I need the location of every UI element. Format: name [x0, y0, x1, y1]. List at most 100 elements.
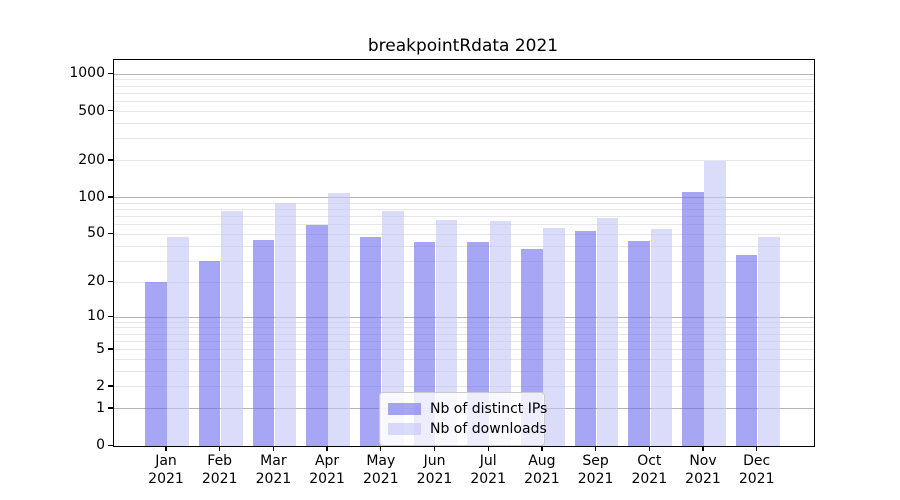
gridline-minor-500 — [114, 111, 814, 113]
x-tick-label-sep: Sep 2021 — [577, 453, 614, 487]
y-tick-label-1: 1 — [96, 399, 105, 416]
gridline-major-1000 — [114, 73, 814, 75]
bar-downloads-may — [382, 210, 404, 446]
bar-downloads-dec — [758, 236, 780, 446]
x-tick-sep — [594, 446, 597, 451]
x-tick-jun — [433, 446, 436, 451]
gridline-minor-800 — [114, 85, 814, 87]
gridline-minor-90 — [114, 202, 814, 204]
bar-ips-mar — [252, 240, 275, 446]
gridline-minor-50 — [114, 233, 814, 235]
y-tick-10 — [108, 315, 113, 317]
chart-title: breakpointRdata 2021 — [367, 36, 559, 56]
gridline-minor-300 — [114, 138, 814, 140]
y-tick-label-5: 5 — [96, 340, 105, 357]
gridline-minor-60 — [114, 224, 814, 226]
x-tick-label-aug: Aug 2021 — [524, 453, 560, 487]
y-tick-200 — [108, 159, 113, 161]
bar-ips-jan — [145, 282, 167, 446]
y-tick-label-20: 20 — [87, 273, 105, 290]
y-tick-50 — [108, 232, 113, 235]
bar-downloads-jan — [167, 236, 189, 446]
x-tick-label-dec: Dec 2021 — [738, 453, 775, 487]
y-tick-5 — [108, 348, 113, 350]
gridline-minor-40 — [114, 245, 814, 247]
y-tick-1 — [108, 407, 113, 409]
gridline-minor-200 — [114, 160, 814, 162]
gridline-minor-80 — [114, 209, 814, 211]
x-tick-aug — [541, 446, 543, 451]
x-tick-label-mar: Mar 2021 — [255, 453, 292, 487]
x-tick-oct — [648, 446, 650, 451]
x-tick-label-feb: Feb 2021 — [201, 453, 238, 487]
bar-ips-apr — [306, 224, 328, 446]
bar-downloads-nov — [704, 160, 726, 446]
bar-ips-oct — [628, 241, 650, 446]
bar-downloads-apr — [328, 192, 350, 446]
x-tick-dec — [756, 446, 758, 451]
y-tick-label-200: 200 — [78, 151, 105, 168]
x-tick-jan — [165, 446, 167, 451]
bar-downloads-sep — [596, 218, 619, 446]
y-tick-label-2: 2 — [96, 377, 105, 394]
bar-downloads-feb — [221, 210, 243, 446]
bar-downloads-aug — [543, 227, 565, 446]
bar-ips-nov — [682, 191, 704, 446]
y-tick-label-50: 50 — [87, 225, 105, 242]
legend: Nb of distinct IPs Nb of downloads — [379, 392, 547, 446]
plot-area: Nb of distinct IPs Nb of downloads — [113, 59, 815, 447]
x-tick-apr — [326, 446, 328, 451]
x-tick-label-jun: Jun 2021 — [416, 453, 453, 487]
x-tick-label-apr: Apr 2021 — [309, 453, 345, 487]
gridline-minor-5 — [114, 349, 814, 351]
legend-swatch-downloads — [388, 423, 421, 435]
gridline-minor-600 — [114, 101, 814, 103]
x-tick-label-jul: Jul 2021 — [470, 453, 506, 487]
gridline-minor-400 — [114, 123, 814, 125]
bar-downloads-jun — [435, 219, 458, 446]
legend-swatch-distinct-ips — [388, 403, 421, 415]
gridline-minor-8 — [114, 327, 814, 329]
x-tick-nov — [702, 446, 704, 451]
y-tick-1000 — [108, 72, 113, 75]
gridline-minor-20 — [114, 281, 814, 283]
gridline-minor-3 — [114, 370, 814, 372]
y-tick-0 — [108, 444, 113, 446]
x-tick-may — [380, 446, 382, 451]
y-tick-label-0: 0 — [96, 437, 105, 453]
y-tick-label-500: 500 — [78, 102, 105, 119]
bar-ips-dec — [735, 254, 758, 446]
y-tick-20 — [108, 280, 113, 283]
x-tick-label-jan: Jan 2021 — [148, 453, 184, 487]
legend-label-downloads: Nb of downloads — [430, 421, 547, 437]
x-tick-label-oct: Oct 2021 — [631, 453, 668, 487]
gridline-minor-700 — [114, 93, 814, 94]
gridline-minor-2 — [114, 386, 814, 388]
gridline-minor-900 — [114, 79, 814, 81]
y-tick-label-1000: 1000 — [69, 65, 105, 82]
bar-ips-sep — [574, 231, 597, 446]
gridline-minor-6 — [114, 340, 814, 342]
y-tick-500 — [108, 110, 113, 112]
x-tick-feb — [219, 446, 221, 451]
bar-downloads-mar — [274, 203, 297, 446]
bar-ips-feb — [198, 261, 221, 446]
gridline-minor-70 — [114, 216, 814, 218]
gridline-major-10 — [114, 316, 814, 318]
gridline-major-100 — [114, 197, 814, 199]
gridline-minor-4 — [114, 358, 814, 360]
x-tick-label-may: May 2021 — [362, 453, 399, 487]
y-tick-100 — [108, 196, 113, 198]
gridline-minor-9 — [114, 321, 814, 323]
legend-label-distinct-ips: Nb of distinct IPs — [430, 401, 548, 417]
legend-item-downloads: Nb of downloads — [388, 419, 547, 439]
x-tick-jul — [487, 446, 489, 451]
y-tick-label-10: 10 — [87, 308, 105, 324]
gridline-minor-7 — [114, 333, 814, 335]
bar-downloads-jul — [489, 220, 512, 446]
bar-downloads-oct — [650, 229, 673, 446]
bar-ips-may — [359, 236, 382, 446]
y-tick-2 — [108, 385, 113, 387]
legend-item-distinct-ips: Nb of distinct IPs — [388, 399, 547, 419]
